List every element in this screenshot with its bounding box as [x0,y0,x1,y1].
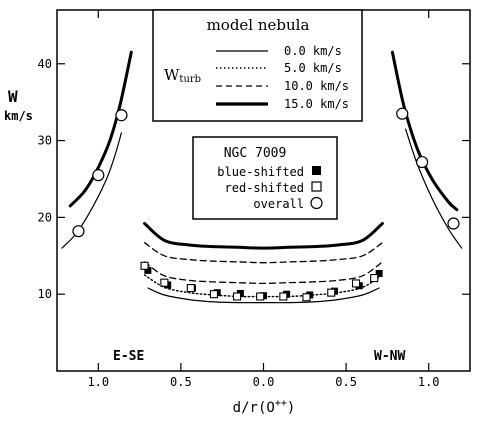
data-legend-label-1: red-shifted [225,181,304,195]
model-curve-solid-thin [147,287,380,304]
model-curve-dashed [143,261,384,285]
legend-marker-open-circle [310,196,323,210]
model-curve-solid-thick [390,50,459,212]
corner-label-left: E-SE [113,349,144,364]
legend-label-2: 10.0 km/s [284,79,349,93]
model-curve-solid-thin [61,132,122,249]
x-tick-label: 0.5 [335,375,357,389]
data-points [72,107,460,302]
y-tick-label: 30 [38,134,52,148]
point-red-shifted [327,288,336,297]
point-overall [115,109,128,122]
data-legend-label-0: blue-shifted [217,165,304,179]
x-tick-label: 1.0 [87,375,109,389]
point-red-shifted [233,292,242,301]
point-blue-shifted [375,269,383,277]
y-tick-label: 10 [38,287,52,301]
point-overall [396,107,409,120]
point-overall [92,169,105,182]
y-tick-label: 40 [38,57,52,71]
point-red-shifted [209,290,218,299]
y-tick-label: 20 [38,210,52,224]
model-curve-solid-thick [68,50,133,208]
point-red-shifted [302,293,311,302]
x-tick-label: 0.0 [253,375,275,389]
point-blue-shifted [144,266,152,274]
point-red-shifted [186,283,195,293]
model-curve-solid-thin [405,128,463,249]
point-red-shifted [140,261,149,270]
legend-marker-filled-square [312,166,321,175]
point-red-shifted [351,279,361,288]
point-overall [415,155,429,169]
model-legend-title: model nebula [207,16,310,34]
y-axis-unit: km/s [4,109,33,123]
x-axis-label: d/r(O++) [233,398,296,416]
model-curve-dotted [143,274,384,298]
point-overall [447,217,460,230]
data-legend-title: NGC 7009 [224,146,287,161]
legend-label-1: 5.0 km/s [284,61,342,75]
legend-marker-open-square [311,181,322,192]
legend-label-3: 15.0 km/s [284,97,349,111]
point-red-shifted [279,292,288,301]
data-legend: NGC 7009 blue-shifted red-shifted overal… [192,136,338,220]
point-red-shifted [370,274,379,283]
corner-label-right: W-NW [374,349,405,364]
point-overall [72,225,85,238]
point-red-shifted [256,292,265,301]
x-tick-label: 0.5 [170,375,192,389]
y-axis-label: W [8,87,18,106]
legend-label-0: 0.0 km/s [284,44,342,58]
data-legend-label-2: overall [253,197,304,211]
model-legend: model nebula Wturb 0.0 km/s 5.0 km/s 10.… [152,9,363,122]
model-curve-dashed [143,242,384,264]
point-red-shifted [160,278,169,287]
axes: 1.0 0.5 0.0 0.5 1.0 10 20 30 40 [38,10,470,389]
model-curve-solid-thick [143,222,384,250]
x-tick-label: 1.0 [418,375,440,389]
